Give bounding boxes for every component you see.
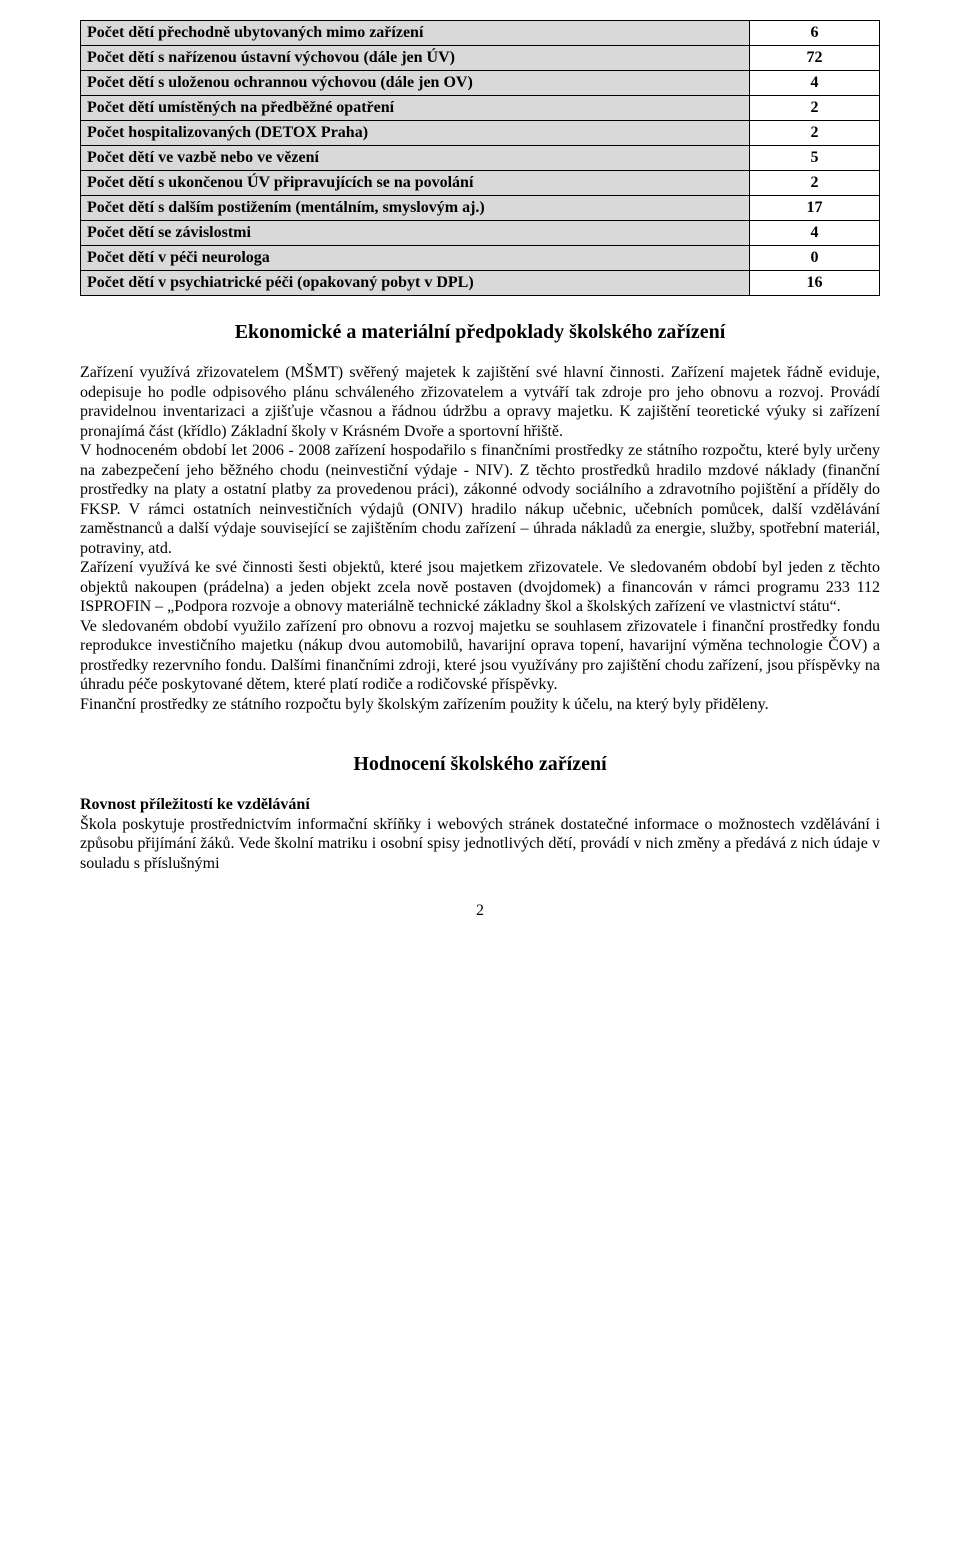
stat-label: Počet dětí s nařízenou ústavní výchovou … xyxy=(81,46,750,71)
paragraph: V hodnoceném období let 2006 - 2008 zaří… xyxy=(80,441,880,558)
page-number: 2 xyxy=(80,901,880,921)
table-row: Počet dětí s nařízenou ústavní výchovou … xyxy=(81,46,880,71)
stat-label: Počet dětí s dalším postižením (mentální… xyxy=(81,196,750,221)
stat-value: 5 xyxy=(750,146,880,171)
table-row: Počet dětí v péči neurologa 0 xyxy=(81,246,880,271)
stat-label: Počet dětí se závislostmi xyxy=(81,221,750,246)
table-row: Počet dětí s dalším postižením (mentální… xyxy=(81,196,880,221)
stat-label: Počet dětí s uloženou ochrannou výchovou… xyxy=(81,71,750,96)
paragraph: Ve sledovaném období využilo zařízení pr… xyxy=(80,617,880,695)
table-row: Počet dětí s uloženou ochrannou výchovou… xyxy=(81,71,880,96)
paragraph: Škola poskytuje prostřednictvím informač… xyxy=(80,815,880,874)
table-row: Počet dětí se závislostmi 4 xyxy=(81,221,880,246)
section-heading-rating: Hodnocení školského zařízení xyxy=(80,752,880,777)
stat-value: 4 xyxy=(750,221,880,246)
table-row: Počet dětí s ukončenou ÚV připravujících… xyxy=(81,171,880,196)
stat-value: 0 xyxy=(750,246,880,271)
stat-label: Počet hospitalizovaných (DETOX Praha) xyxy=(81,121,750,146)
table-row: Počet dětí umístěných na předběžné opatř… xyxy=(81,96,880,121)
paragraph: Zařízení využívá zřizovatelem (MŠMT) svě… xyxy=(80,363,880,441)
stats-table: Počet dětí přechodně ubytovaných mimo za… xyxy=(80,20,880,296)
table-row: Počet hospitalizovaných (DETOX Praha) 2 xyxy=(81,121,880,146)
table-row: Počet dětí v psychiatrické péči (opakova… xyxy=(81,271,880,296)
table-row: Počet dětí ve vazbě nebo ve vězení 5 xyxy=(81,146,880,171)
section-heading-economic: Ekonomické a materiální předpoklady škol… xyxy=(80,320,880,345)
stat-value: 16 xyxy=(750,271,880,296)
stat-value: 17 xyxy=(750,196,880,221)
stat-label: Počet dětí ve vazbě nebo ve vězení xyxy=(81,146,750,171)
stat-value: 2 xyxy=(750,121,880,146)
stat-label: Počet dětí s ukončenou ÚV připravujících… xyxy=(81,171,750,196)
spacer xyxy=(80,714,880,728)
stat-label: Počet dětí v péči neurologa xyxy=(81,246,750,271)
paragraph: Finanční prostředky ze státního rozpočtu… xyxy=(80,695,880,715)
stat-label: Počet dětí přechodně ubytovaných mimo za… xyxy=(81,21,750,46)
stat-value: 4 xyxy=(750,71,880,96)
stat-label: Počet dětí umístěných na předběžné opatř… xyxy=(81,96,750,121)
subheading-equality: Rovnost příležitostí ke vzdělávání xyxy=(80,795,880,815)
table-row: Počet dětí přechodně ubytovaných mimo za… xyxy=(81,21,880,46)
document-page: Počet dětí přechodně ubytovaných mimo za… xyxy=(0,0,960,961)
paragraph: Zařízení využívá ke své činnosti šesti o… xyxy=(80,558,880,617)
stat-value: 2 xyxy=(750,96,880,121)
stat-value: 6 xyxy=(750,21,880,46)
stat-value: 2 xyxy=(750,171,880,196)
stat-label: Počet dětí v psychiatrické péči (opakova… xyxy=(81,271,750,296)
stat-value: 72 xyxy=(750,46,880,71)
